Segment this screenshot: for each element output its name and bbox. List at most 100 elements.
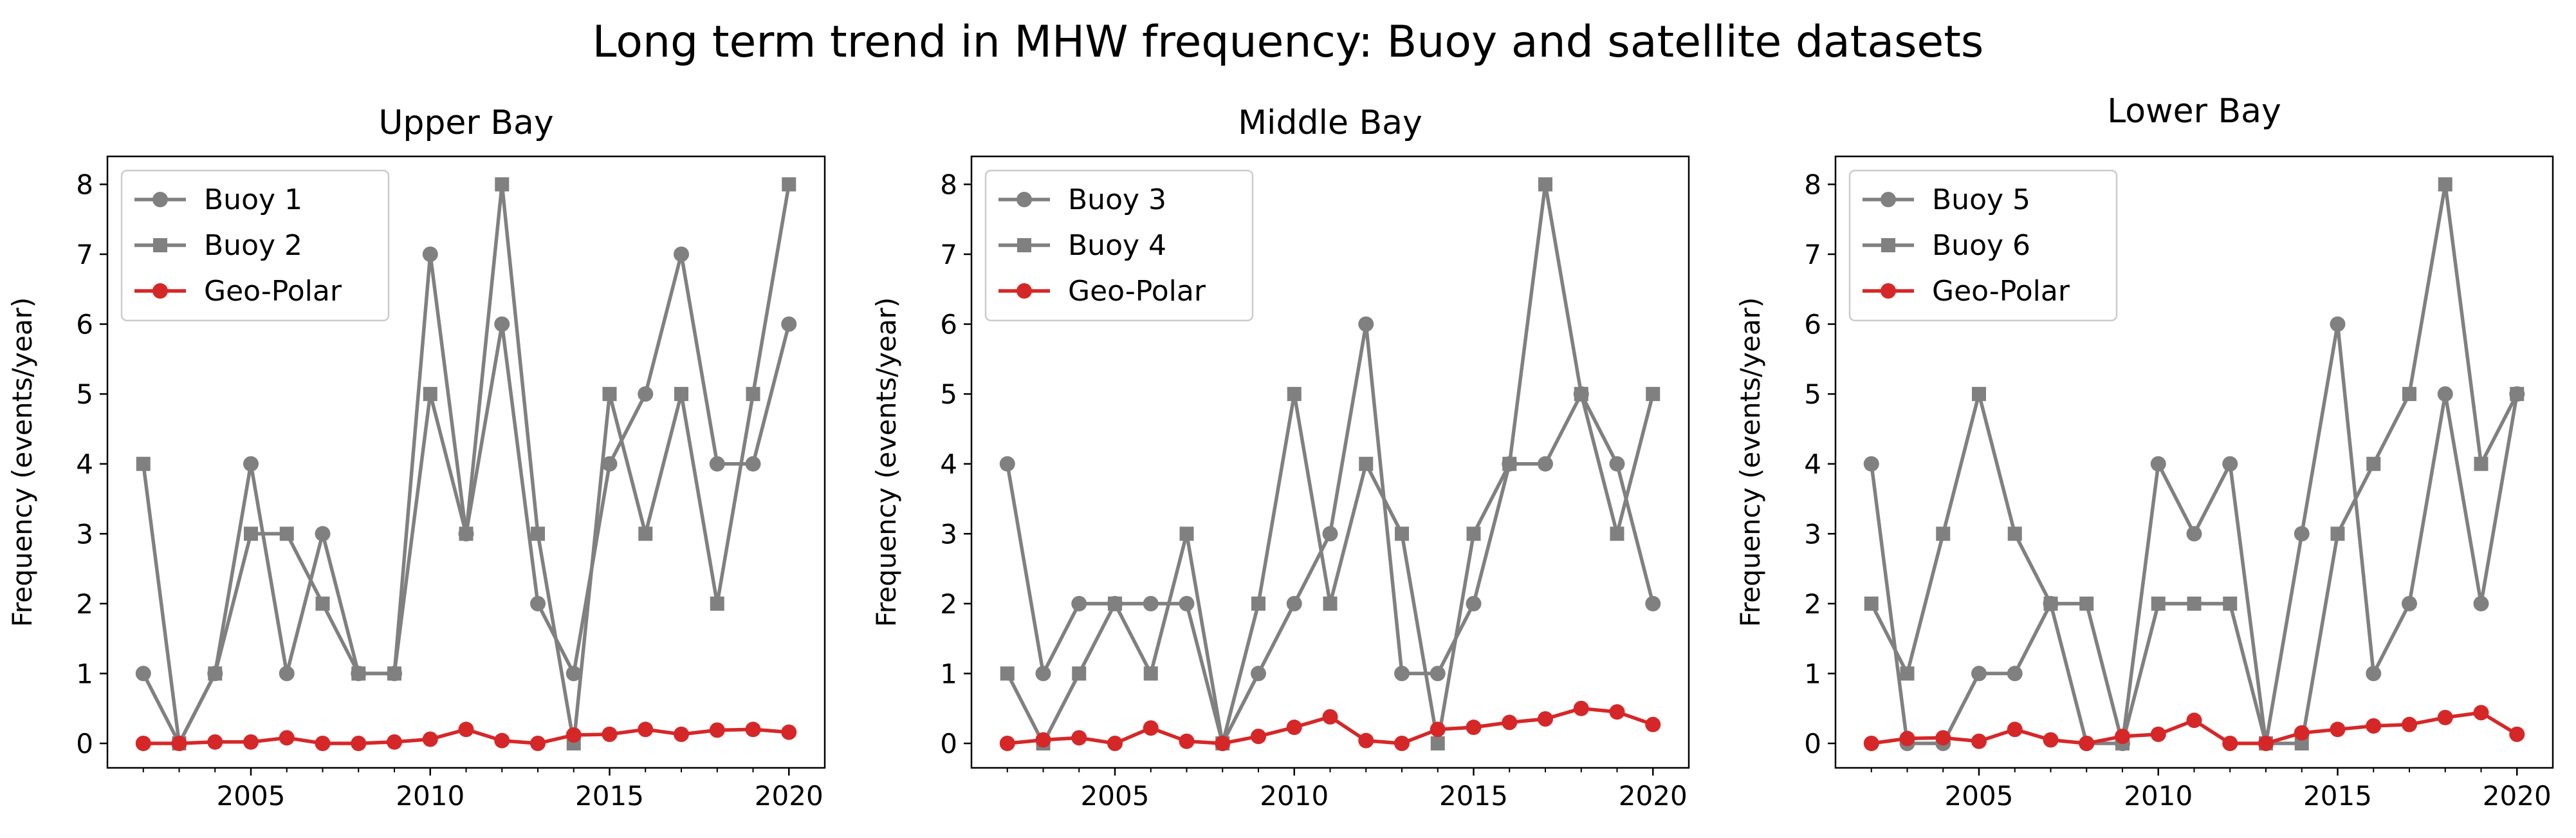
data-point <box>2473 595 2489 611</box>
x-tick-label: 2005 <box>1081 780 1150 812</box>
data-point <box>709 722 725 738</box>
y-tick-label: 4 <box>940 449 957 480</box>
data-point <box>638 526 653 541</box>
x-tick-label: 2010 <box>2124 780 2193 812</box>
data-point <box>1936 526 1951 541</box>
data-point <box>1071 595 1087 611</box>
data-point <box>208 666 223 681</box>
data-point <box>2222 456 2238 472</box>
data-point <box>2473 705 2489 721</box>
data-point <box>459 526 474 541</box>
legend: Buoy 1 Buoy 2 Geo-Polar <box>120 169 390 322</box>
data-point <box>1430 722 1446 738</box>
data-point <box>530 736 546 751</box>
x-tick-label: 2020 <box>1619 780 1688 812</box>
data-point <box>710 596 724 611</box>
data-point <box>2223 596 2238 611</box>
y-tick-label: 2 <box>76 588 93 620</box>
data-point <box>2330 722 2346 738</box>
data-point <box>1864 596 1879 611</box>
data-point <box>2150 456 2166 472</box>
data-point <box>566 727 582 743</box>
legend-marker <box>153 238 167 252</box>
data-point <box>1430 736 1445 750</box>
data-point <box>1035 732 1051 748</box>
legend-marker <box>1881 238 1895 252</box>
y-tick-label: 5 <box>76 378 93 410</box>
data-point <box>243 456 259 472</box>
data-point <box>1609 704 1625 720</box>
data-point <box>781 316 797 332</box>
data-point <box>566 666 582 682</box>
legend-box <box>120 169 390 322</box>
legend-box <box>1848 169 2118 322</box>
data-point <box>2007 526 2022 541</box>
data-point <box>602 726 618 742</box>
data-point <box>458 722 474 738</box>
data-point <box>1215 736 1231 751</box>
data-point <box>2294 725 2310 741</box>
y-tick-label: 1 <box>1804 658 1821 689</box>
x-tick-label: 2005 <box>217 780 286 812</box>
y-tick-label: 7 <box>1804 239 1821 270</box>
legend-marker <box>1017 238 1031 252</box>
data-point <box>387 734 402 750</box>
data-point <box>1323 596 1338 611</box>
data-point <box>746 387 760 402</box>
data-point <box>999 736 1015 751</box>
data-point <box>387 666 401 681</box>
data-point <box>1863 736 1879 751</box>
data-point <box>1971 733 1987 749</box>
legend-label: Geo-Polar <box>1932 275 2070 308</box>
data-point <box>1251 666 1266 682</box>
data-point <box>2258 736 2274 751</box>
data-point <box>1143 595 1159 611</box>
y-tick-label: 2 <box>940 588 957 620</box>
chart-panel-1: Upper Bay Frequency (events/year) 0 1 2 3 4 5 6 7… <box>6 104 826 812</box>
y-tick-label: 3 <box>1804 518 1821 550</box>
data-point <box>638 386 654 402</box>
data-point <box>279 666 295 682</box>
data-point <box>1108 596 1122 611</box>
data-point <box>745 456 761 472</box>
legend-marker <box>1017 192 1032 207</box>
x-tick-label: 2010 <box>1260 780 1329 812</box>
data-point <box>315 526 331 542</box>
legend-label: Buoy 2 <box>204 229 302 262</box>
data-point <box>1573 700 1589 716</box>
data-point <box>638 722 654 738</box>
y-tick-label: 5 <box>1804 378 1821 410</box>
chart-panel-2: Middle Bay Frequency (events/year) 0 1 2 3 4 5 6… <box>870 104 1690 812</box>
y-tick-label: 4 <box>1804 449 1821 480</box>
y-tick-label: 6 <box>1804 309 1821 340</box>
y-axis-label: Frequency (events/year) <box>6 297 38 627</box>
data-point <box>1502 714 1518 731</box>
axes-frame <box>970 155 1690 769</box>
x-tick-label: 2005 <box>1945 780 2014 812</box>
legend-label: Geo-Polar <box>204 275 342 308</box>
data-point <box>1251 596 1265 611</box>
data-point <box>674 247 689 262</box>
data-point <box>530 595 546 611</box>
y-axis-label: Frequency (events/year) <box>870 297 902 627</box>
x-tick-label: 2010 <box>396 780 465 812</box>
x-tick-label: 2015 <box>1439 780 1508 812</box>
data-point <box>1899 731 1915 747</box>
data-point <box>2474 456 2489 471</box>
data-point <box>279 526 294 541</box>
legend-marker <box>152 283 168 299</box>
data-point <box>709 456 725 472</box>
data-point <box>1502 456 1517 471</box>
data-point <box>2438 177 2452 192</box>
y-tick-label: 5 <box>940 378 957 410</box>
data-point <box>244 526 258 541</box>
data-point <box>2366 456 2381 471</box>
data-point <box>2294 736 2309 750</box>
data-point <box>136 456 151 471</box>
data-point <box>1466 720 1482 736</box>
data-point <box>494 316 510 332</box>
x-tick-label: 2020 <box>755 780 823 812</box>
y-tick-label: 7 <box>940 239 957 270</box>
panel-title: Upper Bay <box>378 104 553 142</box>
